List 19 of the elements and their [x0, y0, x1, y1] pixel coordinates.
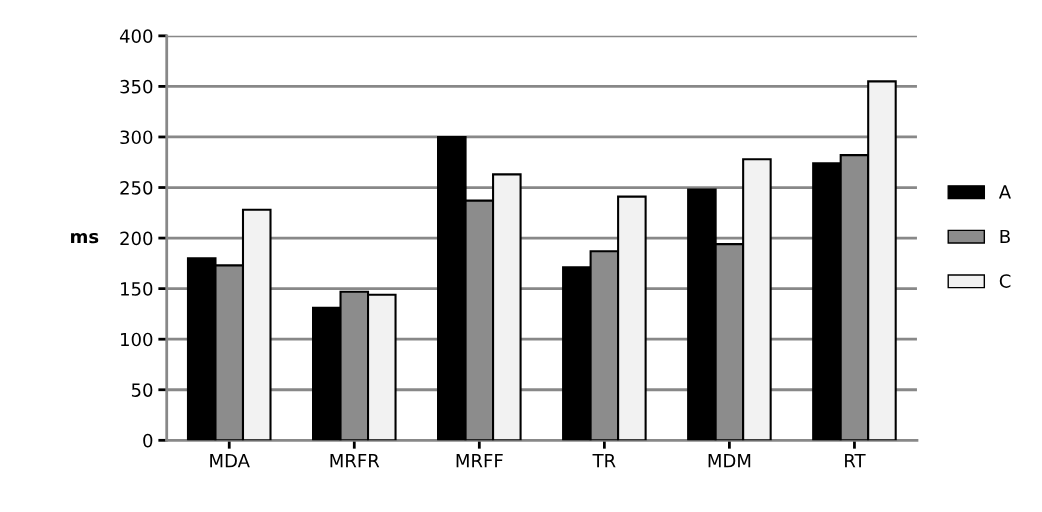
x-tick-label: MDM: [708, 454, 751, 468]
y-tick-label: 150: [121, 282, 153, 296]
y-tick-label: 0: [143, 433, 153, 448]
legend-label: A: [998, 185, 1011, 199]
y-axis-title: ms: [71, 232, 99, 244]
y-tick-label: 50: [131, 383, 153, 397]
x-tick-label: MRFF: [456, 454, 503, 468]
legend-label: C: [999, 274, 1011, 288]
y-tick-label: 250: [120, 180, 153, 195]
y-tick-label: 300: [120, 130, 153, 145]
x-tick-label: TR: [592, 454, 616, 468]
x-tick-label: MRFR: [330, 454, 380, 468]
y-tick-label: 350: [120, 79, 153, 94]
y-tick-label: 100: [121, 332, 153, 347]
x-tick-label: RT: [845, 454, 866, 468]
y-tick-label: 400: [119, 29, 153, 43]
legend-label: B: [1000, 229, 1010, 244]
y-tick-label: 200: [120, 231, 153, 246]
x-tick-label: MDA: [210, 454, 250, 468]
